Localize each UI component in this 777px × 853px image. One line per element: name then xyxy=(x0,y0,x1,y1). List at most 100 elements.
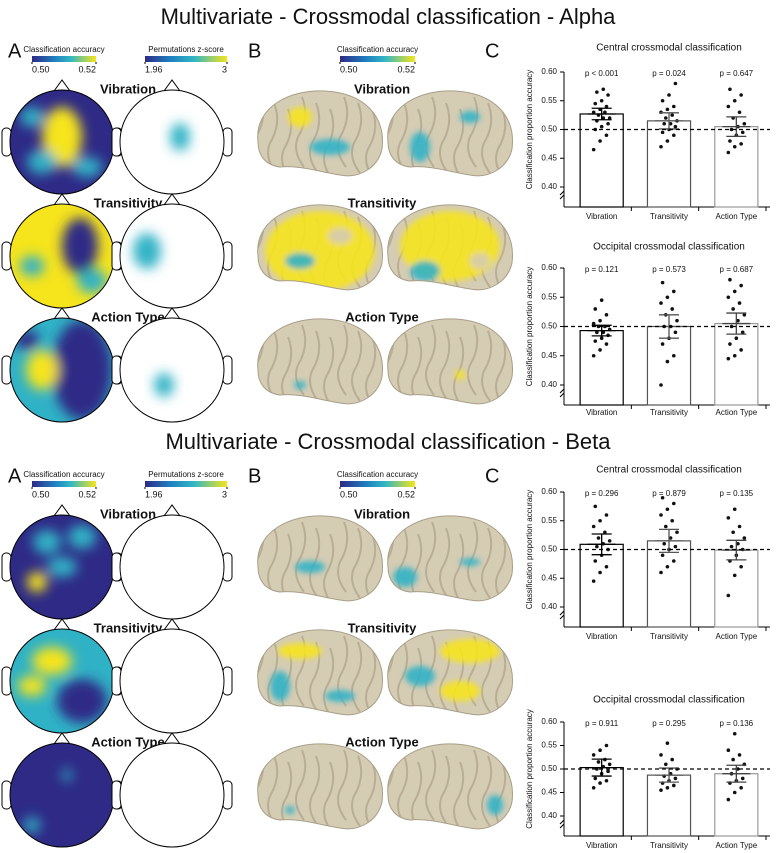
data-point xyxy=(736,541,740,546)
data-point xyxy=(732,353,737,358)
x-tick-label: Action Type xyxy=(716,408,758,417)
brain-surface xyxy=(257,515,383,601)
topo-blob xyxy=(170,123,190,151)
topoplot xyxy=(1,193,123,309)
data-point xyxy=(726,516,731,520)
topoplot xyxy=(1,732,123,848)
data-point xyxy=(672,289,676,294)
colorbar-tick-label: 0.50 xyxy=(340,489,358,499)
sulcus xyxy=(351,102,363,174)
topo-map xyxy=(120,90,224,194)
sulcus xyxy=(481,102,493,174)
activation-patch xyxy=(310,139,350,155)
y-tick-label: 0.40 xyxy=(541,380,557,389)
data-point xyxy=(604,313,609,317)
activation-patch xyxy=(440,639,500,663)
data-point xyxy=(729,324,734,329)
topo-blob xyxy=(27,150,57,174)
data-point xyxy=(604,513,609,517)
topoplot xyxy=(1,307,123,423)
data-point xyxy=(665,295,670,300)
colorbar-tick-label: 0.52 xyxy=(78,64,96,74)
topo-blob xyxy=(24,817,40,833)
data-point xyxy=(659,144,663,149)
data-point xyxy=(591,321,596,326)
brain-outline xyxy=(387,318,513,405)
row-label: Transitivity xyxy=(94,620,163,635)
y-tick-label: 0.55 xyxy=(541,516,557,525)
brain-outline xyxy=(257,204,383,291)
data-point xyxy=(740,330,745,335)
colorbar-title: Classification accuracy xyxy=(337,470,418,479)
activation xyxy=(393,558,480,587)
data-point xyxy=(591,110,596,115)
activation-patch xyxy=(487,795,503,815)
data-point xyxy=(665,107,670,112)
y-tick-label: 0.55 xyxy=(541,741,557,750)
head-nose xyxy=(53,307,71,320)
topo-blob xyxy=(42,107,82,167)
topo-blob xyxy=(26,350,58,390)
activation-patch xyxy=(460,558,480,566)
activation-patch xyxy=(295,561,325,573)
topo-blobs xyxy=(18,647,107,723)
y-tick-label: 0.45 xyxy=(541,573,557,582)
data-point xyxy=(660,280,665,285)
row-label: Transitivity xyxy=(348,620,417,635)
data-point xyxy=(598,781,602,785)
topo-map xyxy=(10,318,114,422)
data-point xyxy=(664,116,668,120)
activation-patch xyxy=(325,690,355,702)
colorbar-tick-label: 0.50 xyxy=(32,489,50,499)
topoplot xyxy=(111,193,233,309)
activation xyxy=(294,381,306,389)
brain xyxy=(387,629,513,716)
sulcus xyxy=(453,533,465,601)
topo-map xyxy=(10,90,114,194)
topo-map xyxy=(120,629,224,733)
chart-title: Occipital crossmodal classification xyxy=(593,242,745,253)
topoplot xyxy=(111,79,233,195)
brain-surface xyxy=(387,743,513,829)
data-point xyxy=(660,130,665,135)
y-axis-label: Classification proportion accuracy xyxy=(525,267,534,387)
data-point xyxy=(673,81,678,86)
data-point xyxy=(659,383,663,387)
colorbar-tick-label: 1.96 xyxy=(145,489,163,499)
bar xyxy=(646,120,692,208)
x-tick-label: Transitivity xyxy=(650,408,688,417)
activation-patch xyxy=(278,643,322,659)
data-point xyxy=(670,518,674,523)
data-point xyxy=(740,776,745,781)
data-point xyxy=(606,93,610,97)
y-tick-label: 0.50 xyxy=(541,764,557,773)
data-point xyxy=(665,359,670,364)
data-point xyxy=(670,757,674,762)
topo-map xyxy=(120,743,224,847)
brain xyxy=(257,515,383,602)
brain-surface xyxy=(257,204,383,290)
brain xyxy=(387,743,513,830)
sulcus xyxy=(337,324,349,396)
error-bar xyxy=(722,116,751,138)
activation-patch xyxy=(410,132,430,162)
topoplot xyxy=(1,504,123,620)
colorbar xyxy=(145,56,227,62)
colorbar-tick-label: 0.52 xyxy=(78,489,96,499)
data-point xyxy=(739,564,743,569)
error-bar xyxy=(655,112,683,130)
data-point xyxy=(726,295,731,300)
data-point xyxy=(732,144,737,149)
brain-surface xyxy=(257,629,383,715)
brain xyxy=(257,90,383,177)
sulcus xyxy=(323,336,335,404)
data-point xyxy=(593,307,598,311)
data-point xyxy=(672,783,676,788)
data-point xyxy=(673,330,678,335)
data-point xyxy=(726,748,731,752)
data-point xyxy=(604,564,609,569)
data-point xyxy=(603,110,607,115)
activation xyxy=(288,107,350,155)
data-point xyxy=(736,318,740,323)
data-point xyxy=(667,93,671,97)
